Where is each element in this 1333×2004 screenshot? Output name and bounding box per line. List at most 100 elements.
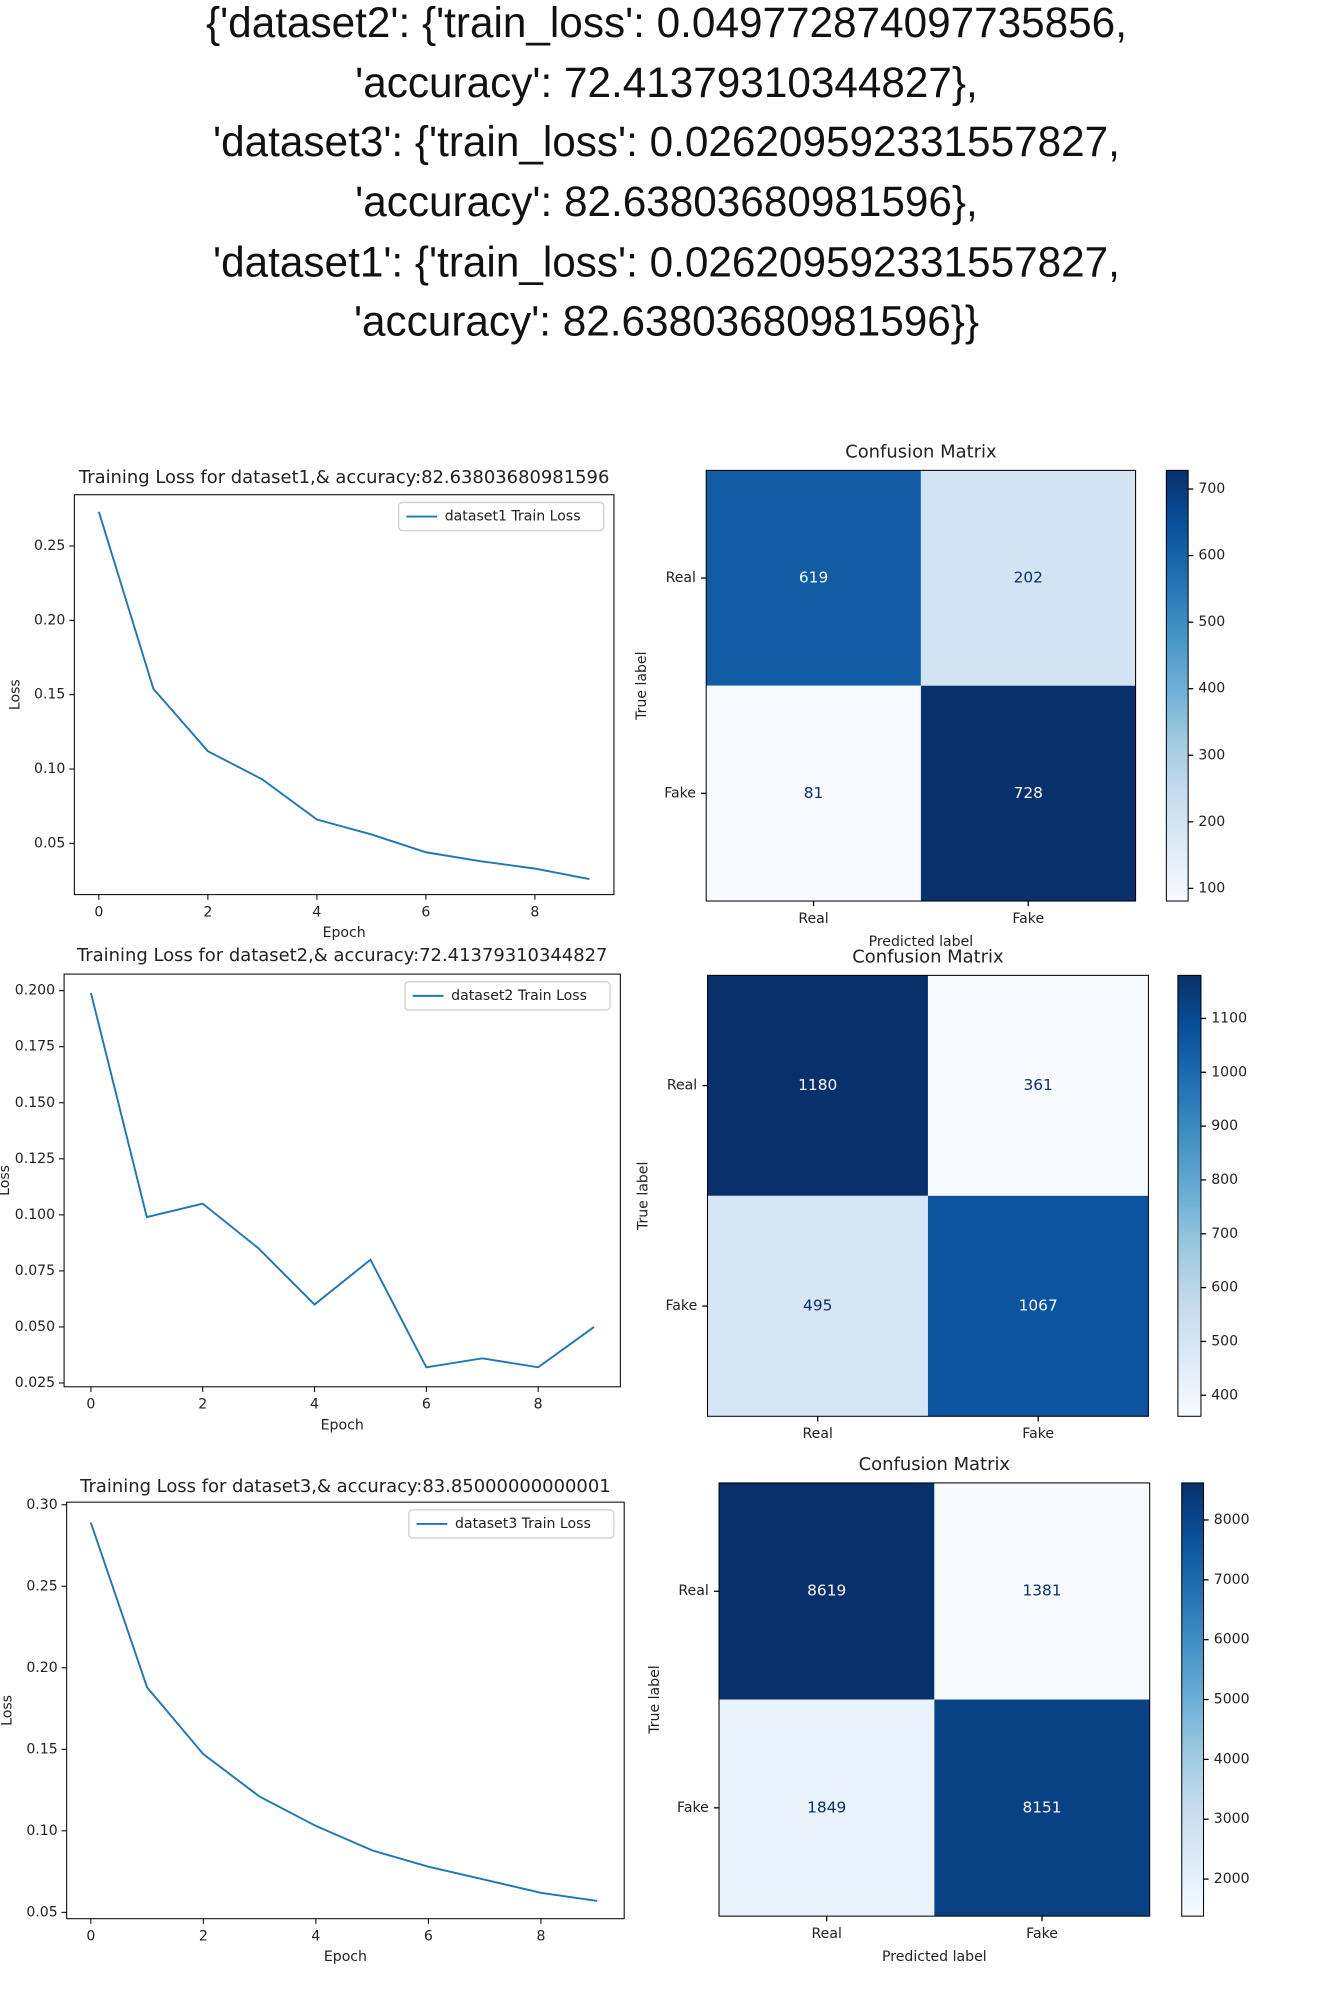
colorbar-tick-label: 900 (1211, 1118, 1238, 1134)
x-axis-label: Epoch (323, 925, 366, 941)
header-line: 'dataset1': {'train_loss': 0.02620959233… (213, 238, 1120, 285)
colorbar-tick-label: 7000 (1214, 1572, 1250, 1588)
legend-box (404, 981, 611, 1011)
header-line: 'dataset3': {'train_loss': 0.02620959233… (213, 118, 1120, 165)
matrix-cell (920, 470, 1136, 686)
matrix-cell (927, 975, 1149, 1196)
matrix-cell (934, 1482, 1150, 1700)
colorbar-tick-label: 400 (1198, 681, 1225, 697)
y-axis-label: True label (635, 1162, 651, 1231)
y-axis-label: Loss (0, 1165, 13, 1196)
header-line: 'accuracy': 82.63803680981596}, (355, 178, 978, 225)
chart-title: Confusion Matrix (852, 946, 1004, 967)
chart-title: Confusion Matrix (845, 441, 997, 462)
x-tick-label: Real (803, 1426, 833, 1442)
cell-value: 1067 (1019, 1297, 1058, 1315)
x-axis-label: Predicted label (882, 1949, 987, 1965)
matrix-cell (706, 685, 921, 902)
x-tick-label: 6 (421, 905, 430, 921)
x-tick-label: 8 (534, 1397, 543, 1413)
cell-value: 81 (804, 784, 824, 802)
y-tick-label: 0.20 (34, 612, 65, 628)
matrix-cell (927, 1195, 1149, 1417)
cell-value: 495 (803, 1297, 832, 1315)
x-tick-label: 0 (94, 905, 103, 921)
cell-value: 202 (1014, 569, 1043, 587)
y-axis-label: Loss (0, 1695, 16, 1726)
colorbar-tick-label: 700 (1198, 481, 1225, 497)
chart-title: Training Loss for dataset3,& accuracy:83… (79, 1476, 610, 1497)
y-tick-label: Fake (665, 1298, 697, 1314)
header-line: 'accuracy': 72.41379310344827}, (355, 59, 978, 106)
colorbar-tick-label: 200 (1198, 814, 1225, 830)
y-tick-label: Real (666, 570, 696, 586)
chart-title: Confusion Matrix (859, 1454, 1011, 1475)
x-tick-label: 4 (310, 1397, 319, 1413)
y-tick-label: 0.15 (34, 687, 65, 703)
colorbar (1165, 469, 1189, 902)
colorbar-tick-label: 1100 (1211, 1010, 1247, 1026)
legend-label: dataset3 Train Loss (455, 1516, 591, 1532)
colorbar-tick-label: 1000 (1211, 1064, 1247, 1080)
colorbar-tick-label: 500 (1198, 614, 1225, 630)
colorbar-tick-label: 3000 (1214, 1811, 1250, 1827)
cell-value: 8619 (807, 1582, 846, 1600)
matrix-frame (705, 469, 1137, 902)
plot-frame (73, 494, 615, 896)
y-tick-label: 0.075 (15, 1263, 55, 1279)
x-tick-label: 0 (86, 1397, 95, 1413)
colorbar-tick-label: 5000 (1214, 1692, 1250, 1708)
y-axis-label: True label (647, 1665, 663, 1734)
colorbar-tick-label: 6000 (1214, 1632, 1250, 1648)
x-tick-label: Fake (1012, 911, 1044, 927)
cell-value: 1849 (807, 1798, 846, 1816)
x-tick-label: 2 (199, 1929, 208, 1945)
x-tick-label: Real (798, 911, 828, 927)
x-axis-label: Epoch (324, 1949, 367, 1965)
x-tick-label: Fake (1026, 1926, 1058, 1942)
y-tick-label: 0.175 (15, 1039, 55, 1055)
matrix-cell (719, 1482, 935, 1700)
colorbar-tick-label: 700 (1211, 1226, 1238, 1242)
x-tick-label: 0 (86, 1929, 95, 1945)
colorbar (1177, 974, 1202, 1417)
cell-value: 619 (799, 569, 828, 587)
y-tick-label: 0.200 (15, 983, 55, 999)
legend-box (408, 1509, 615, 1539)
cell-value: 728 (1014, 784, 1043, 802)
matrix-frame (718, 1482, 1151, 1917)
matrix-cell (706, 470, 921, 686)
matrix-cell (920, 685, 1136, 902)
colorbar-tick-label: 100 (1198, 880, 1225, 896)
cell-value: 1381 (1022, 1582, 1061, 1600)
x-tick-label: 6 (424, 1929, 433, 1945)
y-tick-label: 0.100 (15, 1207, 55, 1223)
plot-frame (66, 1501, 625, 1920)
loss-line (97, 511, 590, 880)
y-tick-label: 0.125 (15, 1151, 55, 1167)
header-line: {'dataset2': {'train_loss': 0.0497728740… (206, 0, 1127, 46)
matrix-cell (707, 1195, 928, 1417)
y-axis-label: True label (634, 651, 650, 720)
colorbar-tick-label: 600 (1211, 1280, 1238, 1296)
y-tick-label: 0.150 (15, 1095, 55, 1111)
cell-value: 8151 (1022, 1798, 1061, 1816)
chart-title: Training Loss for dataset2,& accuracy:72… (76, 945, 607, 966)
colorbar-tick-label: 300 (1198, 747, 1225, 763)
y-tick-label: 0.05 (34, 835, 65, 851)
y-tick-label: 0.10 (26, 1823, 57, 1839)
header-line: 'accuracy': 82.63803680981596}} (354, 297, 979, 344)
x-tick-label: 4 (312, 905, 321, 921)
loss-line (89, 992, 595, 1369)
colorbar-tick-label: 8000 (1214, 1512, 1250, 1528)
x-axis-label: Epoch (321, 1417, 364, 1433)
y-tick-label: 0.15 (26, 1741, 57, 1757)
x-tick-label: 2 (198, 1397, 207, 1413)
legend-label: dataset2 Train Loss (451, 988, 587, 1004)
y-tick-label: 0.20 (26, 1660, 57, 1676)
colorbar-tick-label: 4000 (1214, 1751, 1250, 1767)
colorbar-tick-label: 400 (1211, 1387, 1238, 1403)
cell-value: 361 (1023, 1076, 1052, 1094)
y-tick-label: 0.30 (26, 1497, 57, 1513)
